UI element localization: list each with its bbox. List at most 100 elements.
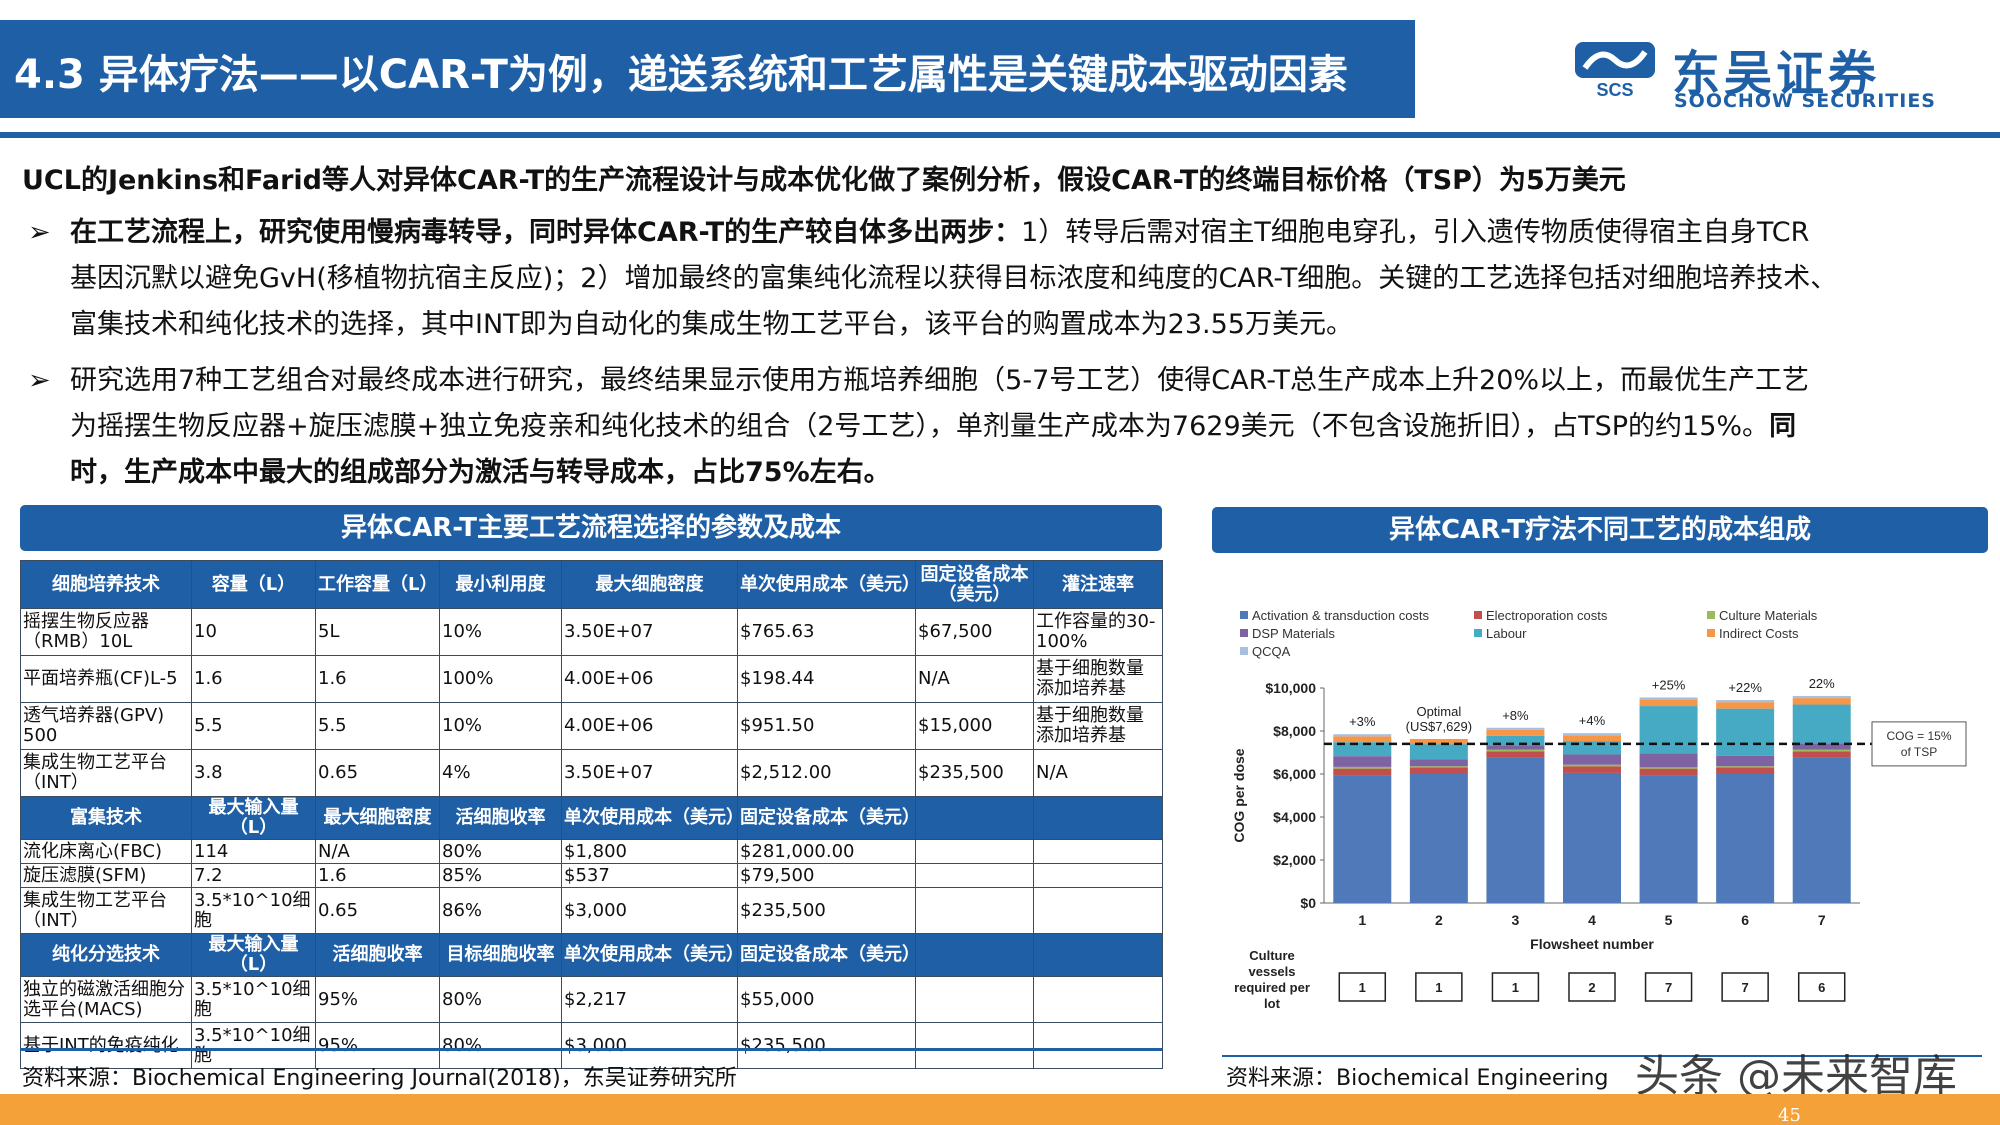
soochow-logo-icon: SCS xyxy=(1575,42,1655,98)
table-row: 基于INT的免疫纯化 3.5*10^10细胞 95% 80% $3,000 $235,50… xyxy=(20,1022,1163,1069)
table-cell xyxy=(1033,863,1163,888)
cost-composition-chart: Activation & transduction costs Electropo… xyxy=(1231,608,1967,1011)
culture-vessels-label: vessels xyxy=(1249,964,1296,979)
legend-swatch xyxy=(1707,629,1715,637)
legend-label: Indirect Costs xyxy=(1719,626,1799,641)
table-row: 摇摆生物反应器（RMB）10L 10 5L 10% 3.50E+07 $765.63 $67… xyxy=(20,608,1163,656)
bar-label: +22% xyxy=(1728,680,1762,695)
table-row: 透气培养器(GPV) 500 5.5 5.5 10% 4.00E+06 $951.50 $1… xyxy=(20,702,1163,750)
table-cell: 透气培养器(GPV) 500 xyxy=(20,702,192,750)
process-cost-table: 细胞培养技术 容量（L） 工作容量（L） 最小利用度 最大细胞密度 单次使用成本（美元）固… xyxy=(20,560,1163,1069)
table-header-row: 细胞培养技术 容量（L） 工作容量（L） 最小利用度 最大细胞密度 单次使用成本（美元）固… xyxy=(20,560,1163,609)
table-header-cell xyxy=(915,933,1034,977)
bar-segment xyxy=(1409,767,1468,774)
bar-segment xyxy=(1716,767,1775,774)
table-header-cell: 工作容量（L） xyxy=(315,560,440,609)
table-cell: $67,500 xyxy=(915,608,1034,656)
table-header-cell: 容量（L） xyxy=(191,560,316,609)
table-cell xyxy=(1033,1022,1163,1069)
logo-abbr: SCS xyxy=(1596,80,1633,98)
bullet-arrow-icon: ➢ xyxy=(28,217,51,248)
page-number: 45 xyxy=(1778,1105,1801,1125)
table-header-cell xyxy=(1033,796,1163,840)
bar-segment xyxy=(1409,759,1468,767)
bullet2-line1: 研究选用7种工艺组合对最终成本进行研究，最终结果显示使用方瓶培养细胞（5-7号工… xyxy=(70,365,1810,396)
table-cell: 5L xyxy=(315,608,440,656)
table-header-cell: 最大细胞密度 xyxy=(315,796,440,840)
legend-label: Activation & transduction costs xyxy=(1252,608,1430,623)
reference-label: COG = 15% xyxy=(1886,729,1951,743)
culture-vessels-label: lot xyxy=(1264,996,1281,1011)
bar-segment xyxy=(1486,751,1545,758)
culture-vessel-box xyxy=(1338,972,1387,1002)
culture-vessel-box xyxy=(1797,972,1846,1002)
bar-segment xyxy=(1333,736,1392,743)
bar-segment xyxy=(1333,756,1392,767)
table-cell: 10% xyxy=(439,702,562,750)
table-cell: 86% xyxy=(439,887,562,934)
legend-swatch xyxy=(1707,611,1715,619)
bar-segment xyxy=(1639,775,1698,903)
culture-vessel-box xyxy=(1415,972,1463,1002)
table-row: 旋压滤膜(SFM) 7.2 1.6 85% $537 $79,500 xyxy=(20,863,1163,888)
culture-vessel-count: 6 xyxy=(1818,980,1825,995)
table-header-cell xyxy=(915,796,1034,840)
y-tick-label: $0 xyxy=(1300,895,1316,911)
bar-segment xyxy=(1563,733,1621,736)
table-cell: $15,000 xyxy=(915,702,1034,750)
table-cell: 3.5*10^10细胞 xyxy=(191,976,316,1023)
table-header-cell: 最小利用度 xyxy=(439,560,562,609)
bar-segment xyxy=(1716,774,1775,903)
table-cell: 1.6 xyxy=(315,863,440,888)
bar-segment xyxy=(1716,755,1775,767)
table-cell xyxy=(915,1022,1034,1069)
bar-segment xyxy=(1792,704,1851,744)
bar-label: +8% xyxy=(1502,708,1529,723)
bar-segment xyxy=(1486,757,1545,903)
reference-label-box xyxy=(1871,721,1967,767)
bar-label: Optimal xyxy=(1416,704,1461,719)
table-cell: 流化床离心(FBC) xyxy=(20,839,192,864)
bullet1-line1: 1）转导后需对宿主T细胞电穿孔，引入遗传物质使得宿主自身TCR xyxy=(1021,217,1810,248)
table-cell xyxy=(915,839,1034,864)
culture-vessel-box xyxy=(1644,972,1693,1002)
y-tick-label: $2,000 xyxy=(1273,852,1316,868)
logo-en-text: SOOCHOW SECURITIES xyxy=(1674,90,1936,112)
table-cell: 10 xyxy=(191,608,316,656)
culture-vessel-count: 1 xyxy=(1512,980,1519,995)
bar-segment xyxy=(1639,699,1698,707)
table-header-cell: 固定设备成本（美元） xyxy=(737,796,916,840)
table-cell: 80% xyxy=(439,976,562,1023)
bar-segment xyxy=(1563,735,1621,742)
title-bar: 4.3 异体疗法——以CAR-T为例，递送系统和工艺属性是关键成本驱动因素 xyxy=(0,20,1415,118)
table-header-cell: 活细胞收率 xyxy=(315,933,440,977)
bar-segment xyxy=(1639,697,1698,700)
bar-segment xyxy=(1409,774,1468,903)
table-cell: 80% xyxy=(439,839,562,864)
bullet1-line2: 基因沉默以避免GvH(移植物抗宿主反应)；2）增加最终的富集纯化流程以获得目标浓… xyxy=(70,263,1838,294)
table-cell xyxy=(915,863,1034,888)
table-cell: $281,000.00 xyxy=(737,839,916,864)
table-cell: $2,217 xyxy=(561,976,738,1023)
table-cell: 3.5*10^10细胞 xyxy=(191,887,316,934)
table-cell: 4% xyxy=(439,749,562,797)
table-row: 流化床离心(FBC) 114 N/A 80% $1,800 $281,000.00 xyxy=(20,839,1163,864)
table-cell: 5.5 xyxy=(315,702,440,750)
bar-label: 22% xyxy=(1809,676,1835,691)
source-right: 资料来源：Biochemical Engineering xyxy=(1226,1066,1609,1091)
bar-segment xyxy=(1486,727,1545,730)
table-row: 集成生物工艺平台（INT） 3.5*10^10细胞 0.65 86% $3,000 $23… xyxy=(20,887,1163,934)
bar-segment xyxy=(1486,735,1545,746)
x-axis-label: Flowsheet number xyxy=(1530,936,1654,952)
bar-segment xyxy=(1792,757,1851,903)
table-cell: 114 xyxy=(191,839,316,864)
table-header-cell: 细胞培养技术 xyxy=(20,560,192,609)
table-cell: 85% xyxy=(439,863,562,888)
table-header-cell xyxy=(1033,933,1163,977)
chart-banner: 异体CAR-T疗法不同工艺的成本组成 xyxy=(1212,507,1988,553)
page-title: 4.3 异体疗法——以CAR-T为例，递送系统和工艺属性是关键成本驱动因素 xyxy=(14,52,1348,98)
bar-segment xyxy=(1409,766,1468,768)
bar-segment xyxy=(1486,729,1545,736)
bar-segment xyxy=(1333,766,1392,769)
y-tick-label: $8,000 xyxy=(1273,723,1316,739)
